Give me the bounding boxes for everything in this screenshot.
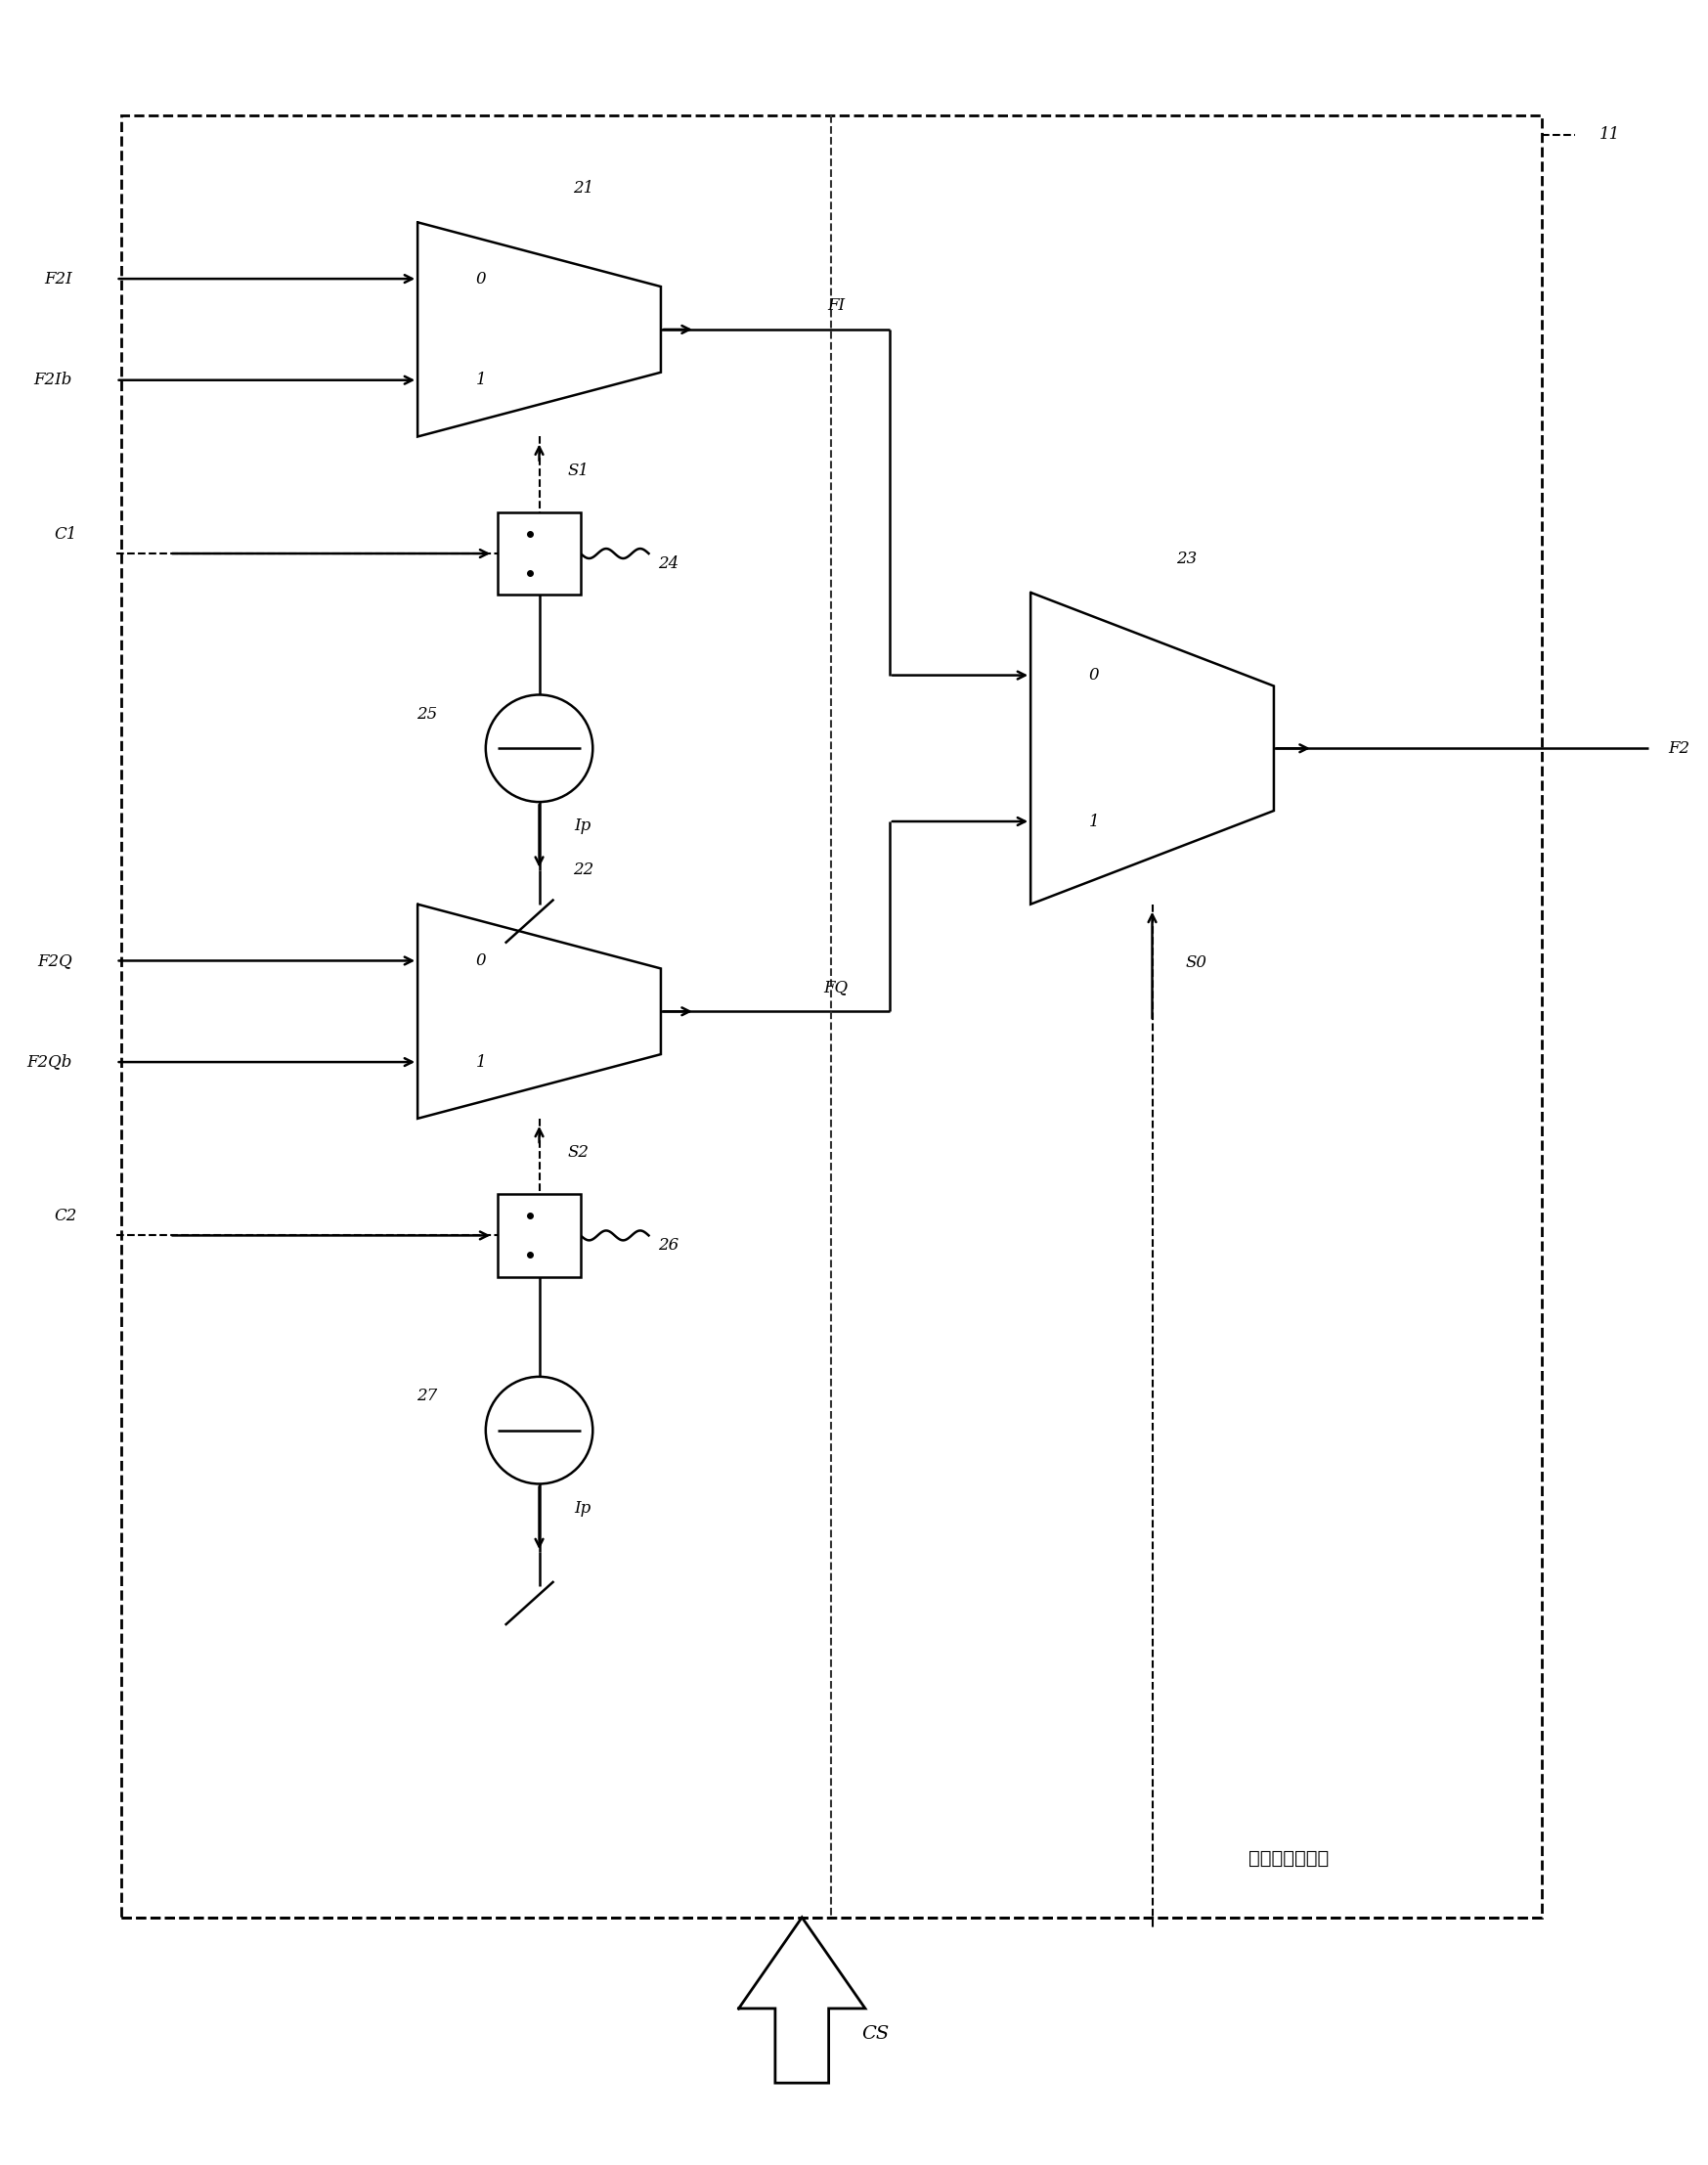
Text: Ip: Ip (574, 1500, 591, 1516)
Text: 25: 25 (417, 706, 437, 723)
Text: 1: 1 (475, 1054, 487, 1070)
Bar (497, 1195, 581, 1277)
Text: 1: 1 (475, 372, 487, 388)
Text: F2: F2 (1669, 740, 1689, 756)
Text: 0: 0 (475, 271, 487, 288)
Text: S1: S1 (567, 463, 589, 478)
Text: S2: S2 (567, 1145, 589, 1160)
Text: 11: 11 (1599, 126, 1619, 143)
Text: F2Q: F2Q (38, 953, 72, 970)
Text: 27: 27 (417, 1388, 437, 1405)
Text: 22: 22 (572, 862, 593, 879)
Text: Ip: Ip (574, 818, 591, 834)
Text: FQ: FQ (823, 979, 849, 996)
Text: 相位选择器单元: 相位选择器单元 (1249, 1851, 1329, 1868)
Text: 23: 23 (1175, 550, 1197, 567)
Text: F2Qb: F2Qb (27, 1054, 72, 1070)
Text: S0: S0 (1185, 955, 1208, 970)
Text: C2: C2 (55, 1208, 77, 1223)
Text: 0: 0 (1088, 667, 1098, 684)
Text: 1: 1 (1088, 814, 1098, 829)
Text: CS: CS (861, 2026, 888, 2044)
Text: 0: 0 (475, 953, 487, 970)
Text: 24: 24 (658, 554, 678, 572)
Text: 21: 21 (572, 180, 593, 197)
Text: C1: C1 (55, 526, 77, 543)
Bar (497, 513, 581, 595)
Text: F2I: F2I (44, 271, 72, 288)
Text: 26: 26 (658, 1236, 678, 1254)
Text: FI: FI (827, 297, 845, 314)
Text: F2Ib: F2Ib (34, 372, 72, 388)
